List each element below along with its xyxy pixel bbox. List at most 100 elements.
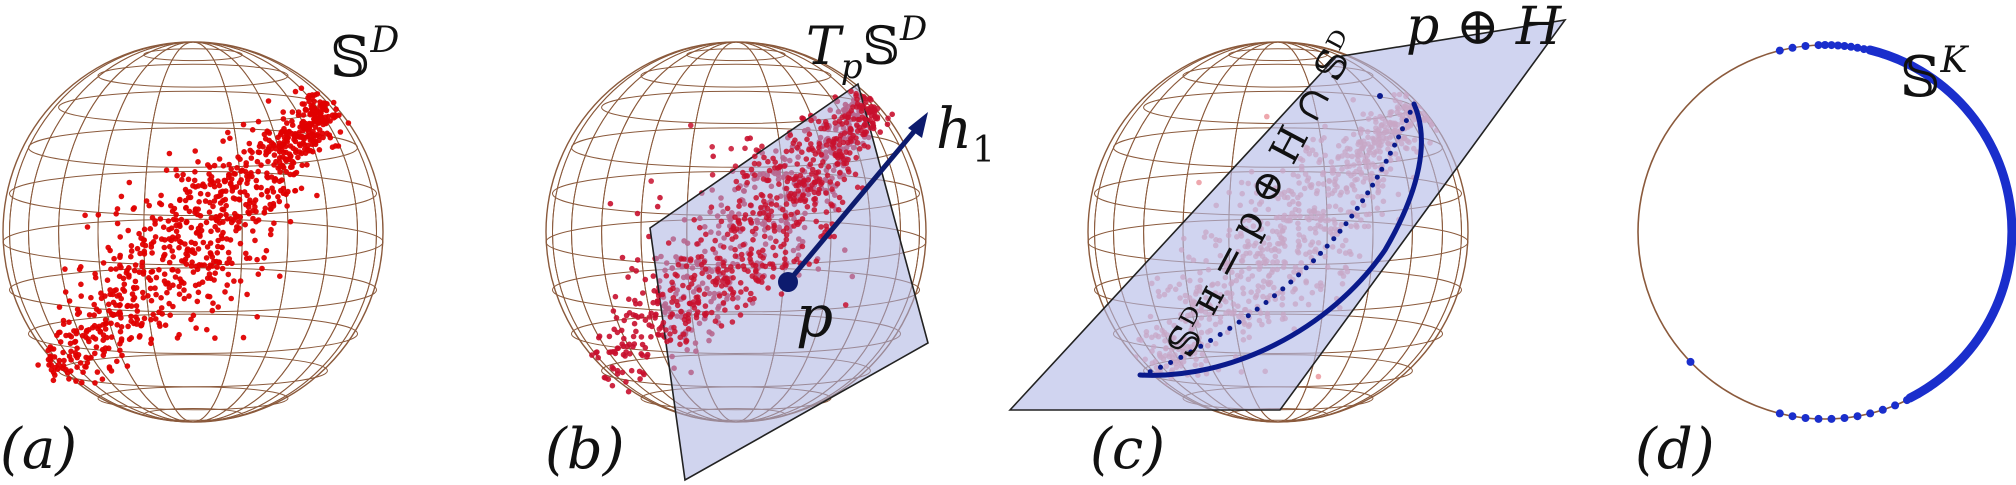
data-point (146, 202, 152, 209)
data-point (730, 295, 736, 302)
data-point (811, 189, 818, 196)
data-point (860, 131, 866, 138)
data-point (846, 169, 852, 175)
data-point (664, 338, 670, 345)
curve-point (1360, 198, 1366, 204)
data-point (280, 109, 287, 115)
data-point (812, 201, 818, 208)
data-point (718, 283, 725, 289)
data-point (735, 263, 741, 270)
data-point (271, 162, 277, 168)
latitude (1228, 48, 1328, 62)
circle-point (1788, 412, 1797, 421)
data-point (157, 216, 164, 222)
curve-point (1374, 174, 1380, 180)
data-point (289, 158, 296, 165)
data-point (304, 134, 310, 140)
data-point (295, 154, 301, 161)
data-point (166, 243, 173, 250)
data-point (747, 296, 753, 303)
curve-point (1288, 279, 1294, 285)
data-point (173, 166, 179, 173)
data-point (193, 325, 199, 331)
data-point (324, 130, 330, 137)
data-point (263, 247, 270, 254)
circle-point (1914, 389, 1923, 398)
data-point (91, 312, 97, 318)
data-point (761, 198, 767, 205)
data-point (324, 101, 330, 107)
panel-label-c: (c) (1090, 417, 1165, 482)
data-point (806, 146, 812, 153)
data-point (234, 165, 240, 171)
data-point (161, 244, 168, 251)
data-point (192, 209, 198, 216)
data-point (712, 278, 719, 284)
data-point (203, 255, 210, 261)
circle-point (1878, 50, 1887, 59)
curve-point (1396, 134, 1402, 140)
data-point (288, 163, 295, 169)
data-point (186, 189, 193, 195)
data-point (642, 276, 649, 283)
data-point (141, 315, 148, 322)
data-point (310, 148, 316, 155)
data-point (317, 99, 323, 105)
data-point (758, 204, 764, 211)
data-point (255, 271, 262, 278)
data-point (629, 265, 635, 272)
data-point (280, 116, 287, 122)
data-point (718, 218, 725, 225)
data-point (114, 293, 120, 299)
data-point (660, 319, 667, 326)
data-point (241, 189, 248, 195)
curve-point (1188, 349, 1194, 355)
meridian (58, 41, 328, 423)
circle-point (1878, 405, 1887, 414)
data-point (96, 308, 102, 315)
data-point (808, 117, 814, 124)
vector-label: h1 (936, 97, 995, 171)
data-point (169, 267, 175, 273)
data-point (744, 135, 751, 142)
data-point (86, 312, 93, 318)
data-point (829, 186, 835, 192)
data-point (124, 363, 131, 369)
data-point (867, 117, 873, 123)
data-point (78, 264, 84, 270)
data-point (138, 322, 145, 329)
data-point (183, 204, 189, 211)
data-point (724, 231, 731, 238)
data-point (133, 303, 140, 309)
data-point (231, 278, 237, 284)
data-point (201, 262, 208, 268)
data-point (220, 138, 226, 144)
data-point (606, 333, 613, 340)
data-point (732, 163, 739, 169)
data-point (174, 335, 181, 341)
data-point (842, 113, 848, 119)
data-point (309, 92, 316, 98)
data-point (117, 347, 123, 354)
data-point (258, 191, 265, 198)
data-point (161, 271, 168, 278)
data-point (739, 226, 746, 232)
data-point (697, 224, 703, 231)
data-point (778, 291, 785, 297)
data-point (224, 216, 231, 222)
data-point (167, 312, 173, 319)
data-point (62, 266, 68, 272)
data-point (215, 237, 221, 244)
data-point (160, 224, 167, 230)
data-point (714, 255, 721, 262)
data-point (119, 352, 125, 359)
data-point (648, 178, 654, 184)
data-point (619, 369, 626, 376)
data-point (183, 219, 190, 226)
circle-point (1866, 46, 1875, 55)
data-point (721, 290, 728, 297)
data-point (262, 205, 269, 212)
data-point (250, 228, 256, 234)
data-point (799, 216, 806, 222)
data-point (625, 388, 632, 395)
